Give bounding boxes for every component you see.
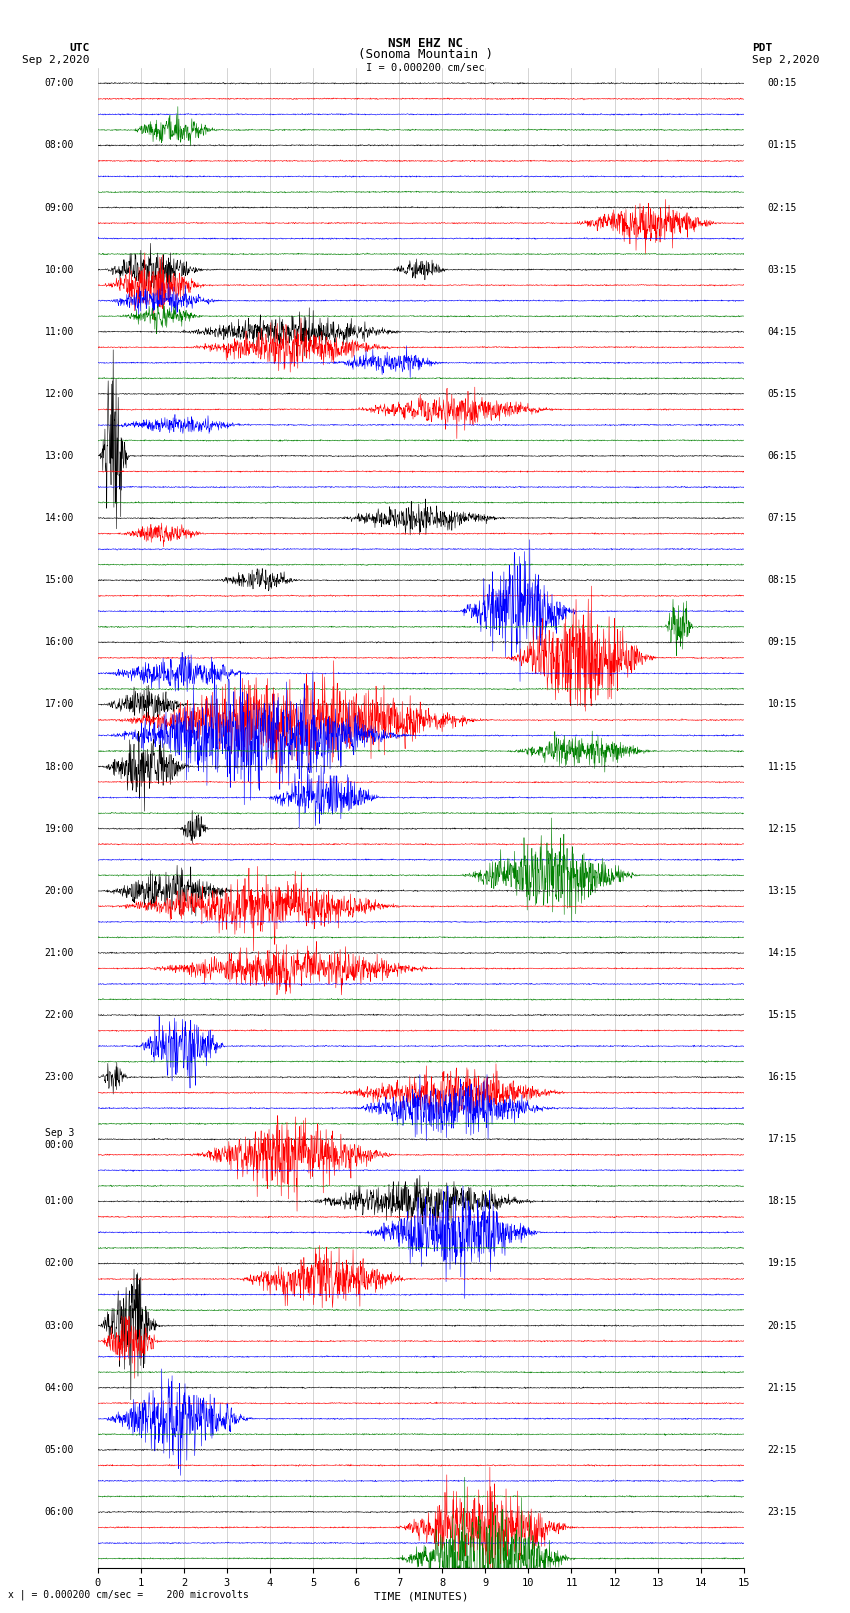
Text: 07:15: 07:15 [768,513,796,523]
Text: 23:00: 23:00 [45,1073,74,1082]
Text: 08:00: 08:00 [45,140,74,150]
Text: 02:00: 02:00 [45,1258,74,1268]
Text: 02:15: 02:15 [768,203,796,213]
Text: 16:15: 16:15 [768,1073,796,1082]
Text: 06:00: 06:00 [45,1507,74,1516]
Text: 10:15: 10:15 [768,700,796,710]
Text: 05:15: 05:15 [768,389,796,398]
Text: (Sonoma Mountain ): (Sonoma Mountain ) [358,48,492,61]
Text: 15:15: 15:15 [768,1010,796,1019]
Text: 12:00: 12:00 [45,389,74,398]
Text: 01:00: 01:00 [45,1197,74,1207]
Text: 11:15: 11:15 [768,761,796,771]
Text: 03:15: 03:15 [768,265,796,274]
Text: 06:15: 06:15 [768,452,796,461]
Text: 18:00: 18:00 [45,761,74,771]
Text: 07:00: 07:00 [45,79,74,89]
Text: 21:15: 21:15 [768,1382,796,1392]
Text: Sep 3
00:00: Sep 3 00:00 [45,1129,74,1150]
Text: 20:15: 20:15 [768,1321,796,1331]
X-axis label: TIME (MINUTES): TIME (MINUTES) [373,1592,468,1602]
Text: 19:15: 19:15 [768,1258,796,1268]
Text: 17:00: 17:00 [45,700,74,710]
Text: 16:00: 16:00 [45,637,74,647]
Text: 13:00: 13:00 [45,452,74,461]
Text: 00:15: 00:15 [768,79,796,89]
Text: Sep 2,2020: Sep 2,2020 [22,55,89,65]
Text: 04:15: 04:15 [768,327,796,337]
Text: 10:00: 10:00 [45,265,74,274]
Text: 13:15: 13:15 [768,886,796,895]
Text: 15:00: 15:00 [45,576,74,586]
Text: I = 0.000200 cm/sec: I = 0.000200 cm/sec [366,63,484,73]
Text: 05:00: 05:00 [45,1445,74,1455]
Text: 08:15: 08:15 [768,576,796,586]
Text: PDT: PDT [752,44,773,53]
Text: 21:00: 21:00 [45,948,74,958]
Text: Sep 2,2020: Sep 2,2020 [752,55,819,65]
Text: NSM EHZ NC: NSM EHZ NC [388,37,462,50]
Text: 20:00: 20:00 [45,886,74,895]
Text: 09:15: 09:15 [768,637,796,647]
Text: 12:15: 12:15 [768,824,796,834]
Text: 09:00: 09:00 [45,203,74,213]
Text: 19:00: 19:00 [45,824,74,834]
Text: UTC: UTC [69,44,89,53]
Text: 18:15: 18:15 [768,1197,796,1207]
Text: 14:00: 14:00 [45,513,74,523]
Text: 22:00: 22:00 [45,1010,74,1019]
Text: 22:15: 22:15 [768,1445,796,1455]
Text: 17:15: 17:15 [768,1134,796,1144]
Text: 04:00: 04:00 [45,1382,74,1392]
Text: x | = 0.000200 cm/sec =    200 microvolts: x | = 0.000200 cm/sec = 200 microvolts [8,1589,249,1600]
Text: 03:00: 03:00 [45,1321,74,1331]
Text: 11:00: 11:00 [45,327,74,337]
Text: 23:15: 23:15 [768,1507,796,1516]
Text: 14:15: 14:15 [768,948,796,958]
Text: 01:15: 01:15 [768,140,796,150]
